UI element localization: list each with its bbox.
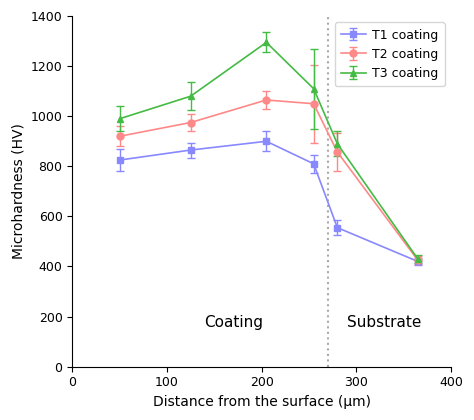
X-axis label: Distance from the surface (μm): Distance from the surface (μm) bbox=[153, 395, 371, 409]
Legend: T1 coating, T2 coating, T3 coating: T1 coating, T2 coating, T3 coating bbox=[335, 22, 445, 87]
Text: Substrate: Substrate bbox=[347, 315, 422, 330]
Text: Coating: Coating bbox=[204, 315, 263, 330]
Y-axis label: Microhardness (HV): Microhardness (HV) bbox=[11, 123, 25, 259]
